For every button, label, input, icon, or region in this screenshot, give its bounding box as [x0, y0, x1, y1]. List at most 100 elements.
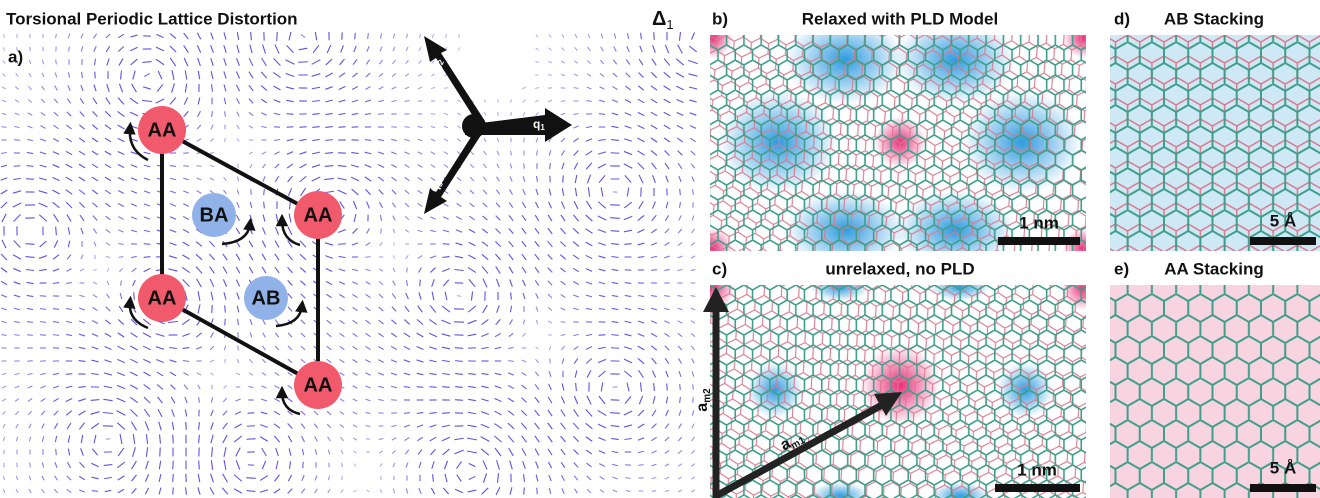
field-arrow: [638, 451, 644, 452]
field-arrow: [182, 319, 189, 324]
field-arrow: [211, 422, 214, 429]
field-arrow: [66, 348, 72, 349]
field-arrow: [599, 114, 605, 115]
field-arrow: [144, 397, 150, 403]
field-arrow: [598, 229, 606, 232]
field-arrow: [327, 333, 332, 337]
field-arrow: [455, 387, 463, 388]
field-arrow: [121, 71, 122, 80]
field-arrow: [574, 74, 578, 76]
field-arrow: [238, 332, 239, 337]
field-arrow: [263, 215, 265, 222]
field-arrow: [105, 347, 112, 350]
field-arrow: [575, 34, 577, 38]
field-arrow: [184, 97, 187, 104]
field-arrow: [351, 152, 358, 153]
field-arrow: [638, 86, 644, 90]
field-arrow: [132, 305, 136, 312]
field-arrow: [405, 177, 410, 180]
field-arrow: [366, 294, 371, 297]
field-arrow: [406, 489, 408, 494]
field-arrow: [225, 305, 226, 312]
field-arrow: [495, 347, 501, 348]
field-arrow: [419, 462, 421, 468]
field-arrow: [418, 152, 423, 154]
field-arrow: [104, 477, 112, 478]
field-arrow: [237, 98, 240, 104]
field-arrow: [325, 166, 334, 167]
field-arrow: [27, 295, 34, 296]
field-arrow: [144, 244, 151, 245]
field-arrow: [429, 412, 436, 413]
field-arrow: [676, 99, 683, 102]
field-arrow: [339, 100, 346, 102]
field-arrow: [13, 268, 20, 271]
field-arrow: [562, 188, 563, 195]
field-arrow: [417, 437, 422, 441]
field-arrow: [144, 74, 149, 77]
field-arrow: [156, 347, 164, 350]
field-arrow: [182, 255, 189, 259]
field-arrow: [524, 138, 525, 143]
field-arrow: [198, 305, 200, 314]
field-arrow: [117, 359, 124, 362]
field-arrow: [638, 138, 645, 142]
field-arrow: [495, 373, 501, 374]
field-arrow: [185, 397, 187, 403]
field-arrow: [456, 461, 461, 468]
field-arrow: [299, 48, 308, 50]
field-arrow: [197, 45, 200, 52]
field-arrow: [561, 423, 566, 429]
field-arrow: [250, 164, 252, 168]
field-arrow: [173, 435, 174, 444]
field-arrow: [405, 165, 410, 168]
field-arrow: [42, 462, 43, 467]
field-arrow: [106, 46, 110, 52]
field-arrow: [481, 449, 489, 455]
field-arrow: [325, 140, 333, 141]
field-arrow: [39, 191, 47, 194]
field-arrow: [262, 241, 266, 248]
field-arrow: [664, 321, 669, 324]
field-arrow: [665, 490, 669, 491]
field-arrow: [690, 126, 696, 129]
field-arrow: [573, 268, 579, 271]
field-arrow: [169, 243, 176, 246]
field-arrow: [613, 490, 617, 492]
field-arrow: [262, 359, 266, 363]
field-arrow: [288, 475, 291, 481]
field-arrow: [664, 308, 669, 310]
field-arrow: [144, 409, 149, 417]
field-arrow: [224, 32, 226, 39]
field-arrow: [379, 320, 384, 324]
field-arrow: [535, 384, 539, 389]
field-arrow: [184, 58, 188, 66]
field-arrow: [639, 201, 644, 209]
field-arrow: [653, 45, 656, 52]
field-arrow: [262, 346, 265, 350]
field-arrow: [105, 203, 110, 207]
field-arrow: [236, 215, 239, 221]
field-arrow: [442, 425, 450, 427]
field-arrow: [315, 449, 316, 454]
field-arrow: [66, 151, 72, 154]
field-arrow: [678, 242, 682, 245]
field-arrow: [106, 34, 110, 38]
field-arrow: [183, 373, 188, 376]
field-arrow: [365, 269, 370, 271]
field-arrow: [325, 243, 333, 245]
field-arrow: [664, 125, 670, 129]
field-arrow: [354, 214, 356, 222]
field-arrow: [586, 450, 592, 454]
field-arrow: [561, 281, 566, 285]
field-arrow: [224, 292, 226, 300]
field-arrow: [185, 70, 187, 79]
field-arrow: [14, 321, 20, 322]
field-arrow: [624, 139, 632, 142]
field-arrow: [249, 140, 253, 141]
field-arrow: [261, 412, 268, 414]
field-arrow: [105, 138, 111, 142]
field-arrow: [430, 230, 435, 231]
field-arrow: [81, 46, 83, 51]
field-arrow: [159, 488, 161, 495]
